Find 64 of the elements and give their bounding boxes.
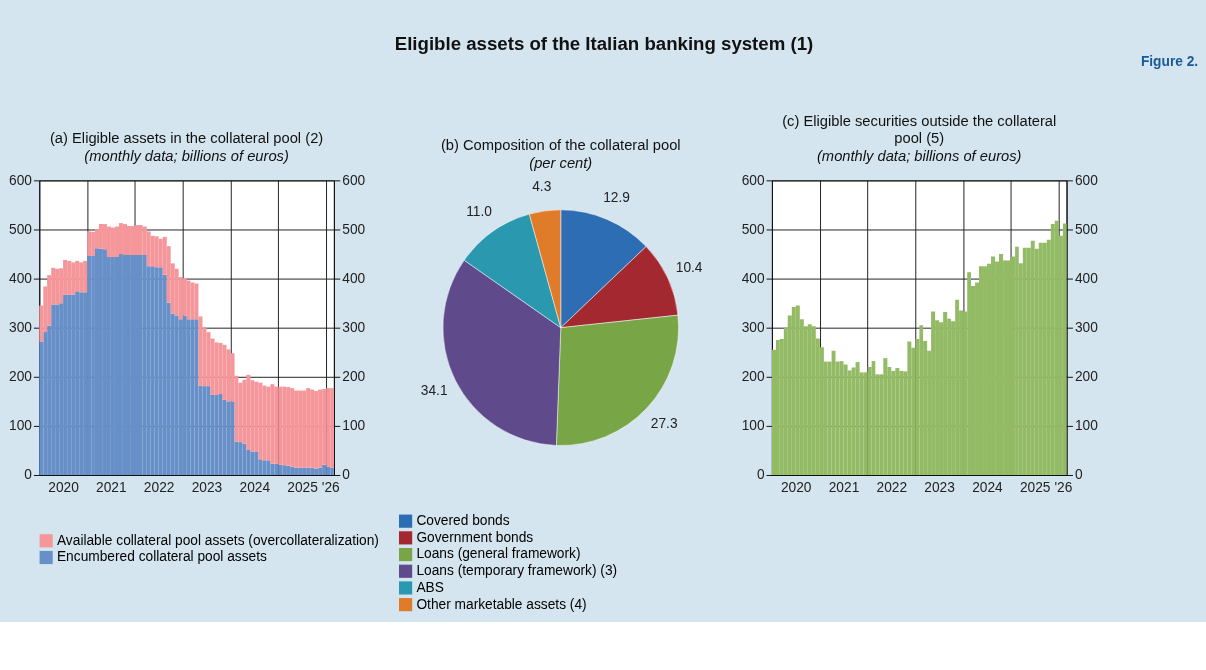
- x-tick-label: 2022: [143, 480, 175, 496]
- y2-tick-label: 0: [1074, 467, 1083, 483]
- y2-tick-label: 500: [342, 221, 366, 237]
- x-tick-label: 2020: [48, 480, 80, 496]
- chart-subtitle: (per cent): [529, 154, 593, 171]
- y2-tick-label: 400: [1074, 271, 1099, 287]
- y2-tick-label: 600: [342, 172, 366, 188]
- legend-label: Loans (temporary framework) (3): [416, 563, 618, 579]
- x-tick-label: 2024: [239, 480, 271, 496]
- y-tick-label: 100: [9, 418, 33, 434]
- chart-title: (b) Composition of the collateral pool: [440, 136, 681, 153]
- y-tick-label: 500: [741, 221, 765, 237]
- y2-tick-label: 100: [1074, 418, 1099, 434]
- legend-label: Covered bonds: [416, 513, 510, 529]
- y-tick-label: 400: [9, 271, 33, 287]
- data-label: 34.1: [420, 382, 448, 398]
- y-tick-label: 200: [9, 369, 33, 385]
- y-tick-label: 300: [741, 320, 765, 336]
- caption: Figure 2.: [1140, 54, 1199, 70]
- chart-subtitle: (monthly data; billions of euros): [84, 147, 289, 164]
- x-tick-label: 2021: [96, 480, 127, 496]
- y2-tick-label: 0: [342, 467, 351, 483]
- x-tick-label: 2025: [287, 480, 319, 496]
- x-tick-label: '26: [321, 480, 341, 496]
- legend-label: ABS: [416, 579, 444, 595]
- y-tick-label: 600: [741, 172, 765, 188]
- x-tick-label: 2021: [828, 480, 860, 496]
- y-tick-label: 600: [9, 172, 33, 188]
- y2-tick-label: 100: [342, 418, 366, 434]
- y-tick-label: 200: [741, 369, 765, 385]
- y2-tick-label: 200: [342, 369, 366, 385]
- y-tick-label: 400: [741, 271, 765, 287]
- data-label: 11.0: [466, 204, 493, 220]
- x-tick-label: 2022: [876, 480, 908, 496]
- x-tick-label: 2025: [1019, 480, 1051, 496]
- chart-title: (c) Eligible securities outside the collateral pool (5): [782, 113, 1057, 147]
- y-tick-label: 100: [741, 418, 765, 434]
- x-tick-label: 2023: [191, 480, 223, 496]
- y-tick-label: 0: [756, 467, 765, 483]
- data-label: 4.3: [532, 179, 552, 195]
- legend-label: Government bonds: [416, 529, 534, 545]
- legend-label: Other marketable assets (4): [416, 596, 587, 612]
- chart-subtitle: (monthly data; billions of euros): [816, 147, 1022, 164]
- x-tick-label: 2020: [780, 480, 812, 496]
- data-label: 27.3: [650, 416, 678, 432]
- y2-tick-label: 500: [1074, 221, 1099, 237]
- x-tick-label: '26: [1054, 480, 1073, 496]
- text: Eligible assets of the Italian banking system (1): [394, 32, 814, 54]
- y2-tick-label: 300: [1074, 320, 1099, 336]
- x-tick-label: 2023: [924, 480, 956, 496]
- y2-tick-label: 200: [1074, 369, 1099, 385]
- chart-title: (a) Eligible assets in the collateral pool (2): [49, 130, 324, 147]
- y2-tick-label: 600: [1074, 172, 1099, 188]
- x-tick-label: 2024: [972, 480, 1004, 496]
- legend-label: Loans (general framework): [416, 546, 581, 562]
- y-tick-label: 300: [9, 320, 33, 336]
- y2-tick-label: 400: [342, 271, 366, 287]
- legend-label: Available collateral pool assets (overcollateralization): [56, 532, 379, 548]
- data-label: 12.9: [603, 189, 630, 205]
- y-tick-label: 500: [9, 221, 33, 237]
- y2-tick-label: 300: [342, 320, 366, 336]
- y-tick-label: 0: [24, 467, 33, 483]
- legend-label: Encumbered collateral pool assets: [56, 549, 268, 565]
- data-label: 10.4: [675, 260, 703, 276]
